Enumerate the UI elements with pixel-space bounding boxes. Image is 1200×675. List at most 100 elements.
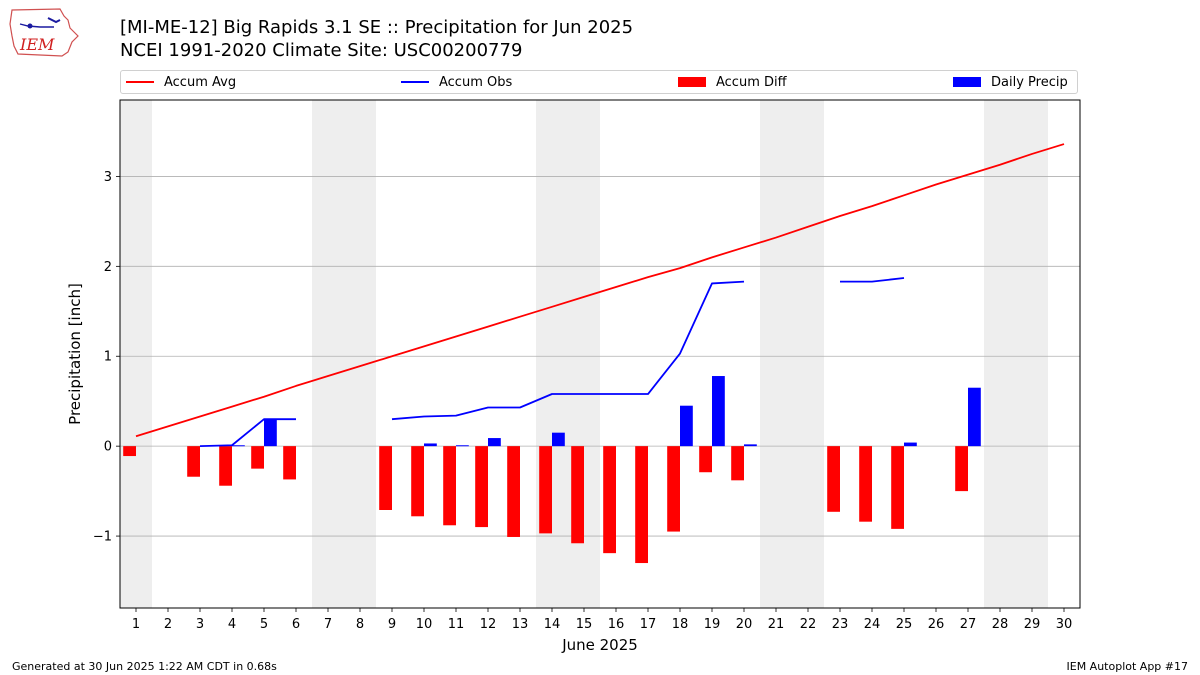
logo-text: IEM bbox=[19, 35, 55, 54]
accum-obs-line bbox=[199, 418, 296, 448]
weekend-shade-8 bbox=[344, 100, 376, 608]
accum-diff-bar bbox=[251, 446, 264, 469]
accum-avg-line bbox=[135, 143, 1065, 438]
weekend-shade-21 bbox=[760, 100, 792, 608]
x-tick-label: 1 bbox=[132, 617, 140, 632]
weekend-shade-29 bbox=[1016, 100, 1048, 608]
iem-logo: IEM bbox=[9, 8, 79, 57]
accum-diff-bar bbox=[475, 446, 488, 528]
x-tick-label: 12 bbox=[480, 617, 497, 632]
accum-diff-bar bbox=[507, 446, 520, 537]
daily-precip-bar bbox=[264, 419, 277, 447]
x-tick-label: 9 bbox=[388, 617, 396, 632]
accum-diff-bar bbox=[187, 446, 200, 477]
x-tick-label: 26 bbox=[928, 617, 945, 632]
legend-accum-obs-swatch bbox=[401, 81, 429, 83]
x-tick-label: 28 bbox=[992, 617, 1009, 632]
accum-diff-bar bbox=[891, 446, 904, 529]
daily-precip-bar bbox=[680, 405, 693, 447]
x-tick-label: 2 bbox=[164, 617, 172, 632]
y-tick-label: −1 bbox=[93, 530, 112, 545]
y-tick-label: 2 bbox=[104, 260, 112, 275]
x-tick-label: 10 bbox=[416, 617, 433, 632]
footer-app: IEM Autoplot App #17 bbox=[1066, 660, 1189, 673]
chart-subtitle: NCEI 1991-2020 Climate Site: USC00200779 bbox=[120, 40, 523, 61]
accum-diff-bar bbox=[603, 446, 616, 554]
legend-accum-avg: Accum Avg bbox=[126, 71, 236, 93]
y-tick-label: 3 bbox=[104, 170, 112, 185]
x-tick-label: 24 bbox=[864, 617, 881, 632]
x-tick-label: 6 bbox=[292, 617, 300, 632]
weekend-shade-1 bbox=[120, 100, 152, 608]
x-tick-label: 23 bbox=[832, 617, 849, 632]
y-axis-label: Precipitation [inch] bbox=[66, 283, 84, 425]
accum-diff-bar bbox=[411, 446, 424, 517]
chart-legend: Accum Avg Accum Obs Accum Diff Daily Pre… bbox=[120, 70, 1078, 94]
daily-precip-bar bbox=[968, 387, 981, 447]
weekend-shade-22 bbox=[792, 100, 824, 608]
x-tick-label: 3 bbox=[196, 617, 204, 632]
accum-diff-bar bbox=[283, 446, 296, 480]
weekend-shade-7 bbox=[312, 100, 344, 608]
x-tick-label: 15 bbox=[576, 617, 593, 632]
legend-accum-obs-label: Accum Obs bbox=[439, 74, 513, 90]
x-tick-label: 25 bbox=[896, 617, 913, 632]
x-tick-label: 22 bbox=[800, 617, 817, 632]
weekend-shade-28 bbox=[984, 100, 1016, 608]
daily-precip-bar bbox=[424, 443, 437, 447]
accum-diff-bar bbox=[443, 446, 456, 526]
legend-daily-precip-label: Daily Precip bbox=[991, 74, 1068, 90]
daily-precip-bar bbox=[744, 444, 757, 447]
x-tick-label: 17 bbox=[640, 617, 657, 632]
legend-daily-precip: Daily Precip bbox=[953, 71, 1068, 93]
x-tick-label: 11 bbox=[448, 617, 465, 632]
accum-diff-bar bbox=[379, 446, 392, 510]
accum-obs-line bbox=[840, 277, 905, 283]
daily-precip-bar bbox=[552, 432, 565, 447]
daily-precip-bar bbox=[232, 445, 245, 447]
x-tick-label: 30 bbox=[1056, 617, 1073, 632]
accum-diff-bar bbox=[539, 446, 552, 534]
accum-diff-bar bbox=[827, 446, 840, 512]
x-tick-label: 5 bbox=[260, 617, 268, 632]
accum-diff-bar bbox=[859, 446, 872, 522]
x-tick-label: 19 bbox=[704, 617, 721, 632]
x-tick-label: 27 bbox=[960, 617, 977, 632]
legend-accum-diff-label: Accum Diff bbox=[716, 74, 787, 90]
x-axis-label: June 2025 bbox=[561, 636, 638, 654]
accum-diff-bar bbox=[731, 446, 744, 481]
legend-daily-precip-swatch bbox=[953, 77, 981, 87]
footer-generated: Generated at 30 Jun 2025 1:22 AM CDT in … bbox=[12, 660, 277, 673]
x-tick-label: 14 bbox=[544, 617, 561, 632]
legend-accum-avg-swatch bbox=[126, 81, 154, 83]
daily-precip-bar bbox=[712, 376, 725, 447]
x-tick-label: 16 bbox=[608, 617, 625, 632]
accum-obs-line bbox=[391, 280, 745, 421]
daily-precip-bar bbox=[904, 442, 917, 447]
accum-diff-bar bbox=[699, 446, 712, 473]
x-tick-label: 4 bbox=[228, 617, 236, 632]
x-tick-label: 20 bbox=[736, 617, 753, 632]
x-tick-label: 18 bbox=[672, 617, 689, 632]
x-tick-label: 21 bbox=[768, 617, 785, 632]
accum-diff-bar bbox=[667, 446, 680, 532]
chart-title: [MI-ME-12] Big Rapids 3.1 SE :: Precipit… bbox=[120, 17, 634, 38]
daily-precip-bar bbox=[488, 438, 501, 447]
daily-precip-bar bbox=[456, 445, 469, 447]
plot-frame bbox=[119, 99, 1081, 609]
legend-accum-avg-label: Accum Avg bbox=[164, 74, 237, 90]
x-tick-label: 7 bbox=[324, 617, 332, 632]
legend-accum-diff-swatch bbox=[678, 77, 706, 87]
accum-diff-bar bbox=[219, 446, 232, 486]
accum-diff-bar bbox=[635, 446, 648, 564]
x-tick-label: 13 bbox=[512, 617, 529, 632]
legend-accum-obs: Accum Obs bbox=[401, 71, 512, 93]
x-tick-label: 29 bbox=[1024, 617, 1041, 632]
accum-diff-bar bbox=[123, 446, 136, 457]
y-tick-label: 1 bbox=[104, 350, 112, 365]
accum-diff-bar bbox=[955, 446, 968, 492]
accum-diff-bar bbox=[571, 446, 584, 544]
x-tick-label: 8 bbox=[356, 617, 364, 632]
legend-accum-diff: Accum Diff bbox=[678, 71, 787, 93]
